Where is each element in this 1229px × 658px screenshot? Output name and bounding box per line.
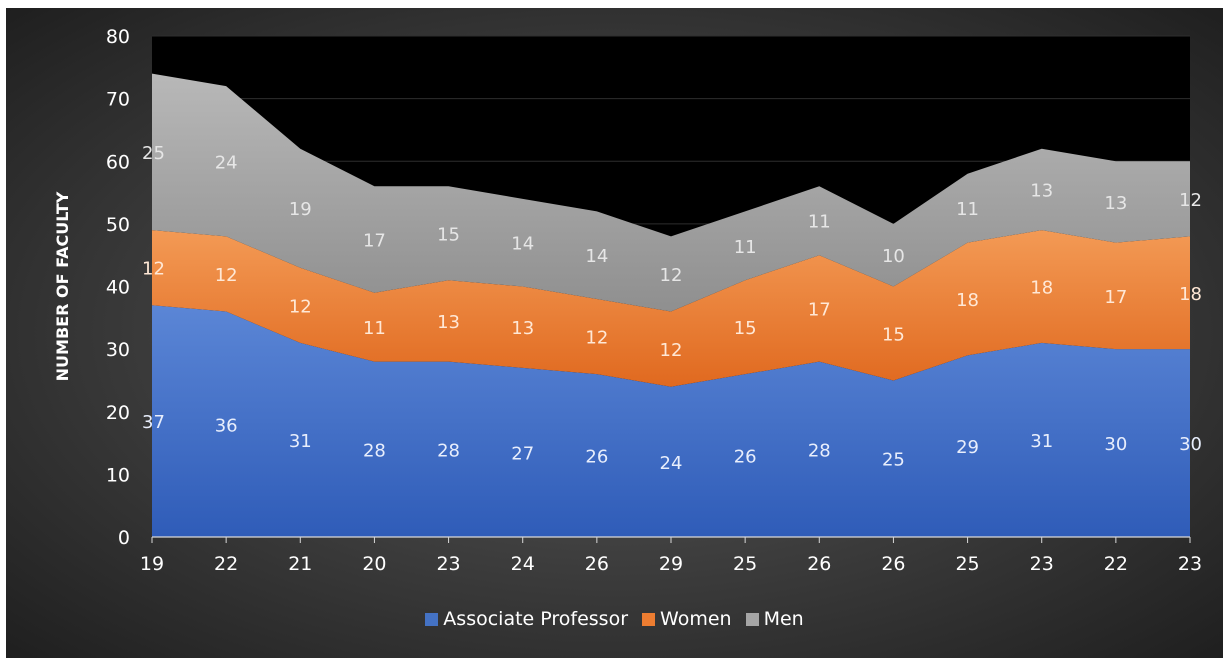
data-label: 11 xyxy=(734,237,757,258)
data-label: 12 xyxy=(660,340,683,361)
y-tick-label: 50 xyxy=(106,214,130,236)
data-label: 17 xyxy=(363,231,386,252)
data-label: 26 xyxy=(585,447,608,468)
data-label: 26 xyxy=(734,447,757,468)
x-tick-label: 25 xyxy=(733,553,757,575)
data-label: 30 xyxy=(1104,434,1127,455)
data-label: 18 xyxy=(956,290,979,311)
data-label: 24 xyxy=(660,453,683,474)
legend-label: Women xyxy=(660,608,732,630)
data-label: 25 xyxy=(142,143,165,164)
data-label: 11 xyxy=(956,199,979,220)
data-label: 13 xyxy=(1104,193,1127,214)
x-tick-label: 24 xyxy=(511,553,535,575)
y-tick-label: 60 xyxy=(106,151,130,173)
data-label: 31 xyxy=(289,431,312,452)
data-label: 18 xyxy=(1179,284,1202,305)
data-label: 12 xyxy=(1179,190,1202,211)
data-label: 13 xyxy=(1030,180,1053,201)
data-label: 17 xyxy=(808,299,831,320)
data-label: 15 xyxy=(882,324,905,345)
legend-item: Women xyxy=(642,608,732,630)
data-label: 11 xyxy=(808,212,831,233)
x-tick-label: 25 xyxy=(955,553,979,575)
data-label: 29 xyxy=(956,437,979,458)
x-tick-label: 22 xyxy=(1104,553,1128,575)
data-label: 17 xyxy=(1104,287,1127,308)
x-tick-label: 29 xyxy=(659,553,683,575)
legend-label: Men xyxy=(763,608,804,630)
data-label: 12 xyxy=(215,265,238,286)
legend-swatch xyxy=(745,612,759,626)
area-women xyxy=(152,230,1190,387)
data-label: 31 xyxy=(1030,431,1053,452)
data-label: 12 xyxy=(289,296,312,317)
data-label: 14 xyxy=(511,234,534,255)
data-label: 28 xyxy=(363,440,386,461)
x-tick-label: 20 xyxy=(362,553,386,575)
x-tick-label: 22 xyxy=(214,553,238,575)
legend-label: Associate Professor xyxy=(443,608,629,630)
data-label: 24 xyxy=(215,152,238,173)
x-tick-label: 21 xyxy=(288,553,312,575)
x-tick-label: 26 xyxy=(881,553,905,575)
data-label: 28 xyxy=(437,440,460,461)
area-associate-professor xyxy=(152,305,1190,537)
data-label: 12 xyxy=(660,265,683,286)
data-label: 11 xyxy=(363,318,386,339)
legend-item: Associate Professor xyxy=(425,608,628,630)
x-tick-label: 26 xyxy=(807,553,831,575)
data-label: 10 xyxy=(882,246,905,267)
data-label: 13 xyxy=(511,318,534,339)
y-tick-label: 40 xyxy=(106,277,130,299)
y-axis-title: NUMBER OF FACULTY xyxy=(53,191,72,381)
data-label: 15 xyxy=(437,224,460,245)
legend-swatch xyxy=(642,612,656,626)
x-tick-label: 19 xyxy=(140,553,164,575)
data-label: 12 xyxy=(585,328,608,349)
x-tick-label: 23 xyxy=(436,553,460,575)
legend-item: Men xyxy=(745,608,804,630)
data-label: 28 xyxy=(808,440,831,461)
y-tick-label: 20 xyxy=(106,402,130,424)
x-tick-label: 23 xyxy=(1178,553,1202,575)
chart-legend: Associate Professor Women Men xyxy=(0,608,1229,630)
y-tick-label: 70 xyxy=(106,89,130,111)
data-label: 15 xyxy=(734,318,757,339)
legend-swatch xyxy=(425,612,439,626)
y-tick-label: 30 xyxy=(106,339,130,361)
data-label: 30 xyxy=(1179,434,1202,455)
x-tick-label: 23 xyxy=(1030,553,1054,575)
data-label: 36 xyxy=(215,415,238,436)
data-label: 12 xyxy=(142,259,165,280)
data-label: 37 xyxy=(142,412,165,433)
y-tick-label: 10 xyxy=(106,464,130,486)
x-tick-label: 26 xyxy=(585,553,609,575)
chart-title-strip xyxy=(0,0,1229,8)
area-men xyxy=(152,73,1190,312)
y-tick-label: 0 xyxy=(118,527,130,549)
y-tick-label: 80 xyxy=(106,26,130,48)
data-label: 25 xyxy=(882,450,905,471)
data-label: 19 xyxy=(289,199,312,220)
data-label: 13 xyxy=(437,312,460,333)
data-label: 18 xyxy=(1030,278,1053,299)
data-label: 14 xyxy=(585,246,608,267)
data-label: 27 xyxy=(511,443,534,464)
